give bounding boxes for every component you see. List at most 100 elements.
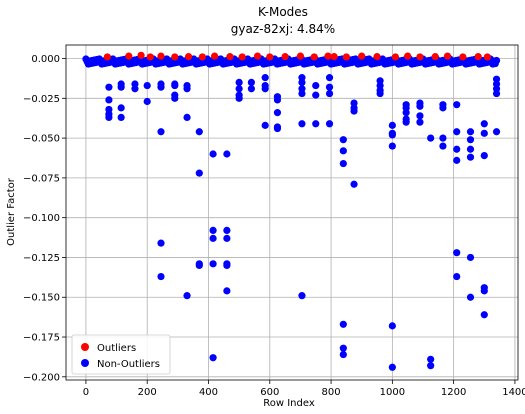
outlier-point [266, 53, 274, 61]
outlier-point [226, 53, 234, 61]
non-outlier-point [209, 354, 217, 362]
non-outlier-point [223, 226, 231, 235]
non-outlier-point [223, 287, 231, 295]
non-outlier-point [171, 81, 179, 90]
non-outlier-point [157, 128, 165, 136]
x-tick-label: 1200 [441, 387, 466, 398]
non-outlier-point [223, 261, 231, 270]
outlier-point [373, 53, 381, 61]
non-outlier-point [388, 121, 396, 129]
legend: Outliers Non-Outliers [71, 334, 171, 375]
y-tick-label: −0.150 [23, 293, 60, 304]
non-outlier-point [339, 320, 347, 328]
non-outlier-point [157, 272, 165, 281]
y-tick-label: 0.000 [31, 54, 60, 65]
non-outlier-point [235, 85, 243, 93]
non-outlier-point [439, 104, 447, 112]
non-outlier-point [209, 226, 217, 235]
y-tick-label: −0.200 [23, 372, 60, 383]
non-outlier-point [131, 85, 139, 93]
non-outlier-point [195, 128, 203, 136]
non-outlier-point [247, 78, 255, 86]
outlier-point [171, 53, 179, 61]
non-outlier-point [183, 292, 191, 300]
non-outlier-point [223, 234, 231, 242]
non-outlier-point [298, 292, 306, 300]
outlier-points [103, 51, 491, 61]
non-outlier-point [298, 120, 306, 128]
non-outlier-point [402, 109, 410, 117]
outlier-point [281, 53, 289, 61]
non-outlier-point [439, 142, 447, 150]
non-outlier-point [209, 150, 217, 158]
chart-subtitle: gyaz-82xj: 4.84% [231, 22, 335, 36]
non-outlier-point [261, 85, 269, 93]
outlier-point [416, 53, 424, 61]
non-outlier-point [492, 89, 501, 98]
x-tick-label: 1400 [502, 387, 525, 398]
legend-outliers-label: Outliers [97, 343, 136, 354]
chart-title: K-Modes [258, 5, 308, 19]
non-outlier-point [157, 239, 165, 247]
plot-frame [65, 44, 519, 381]
non-outlier-point [157, 83, 165, 91]
non-outlier-point [105, 113, 113, 122]
non-outlier-point [480, 129, 488, 137]
outlier-point [310, 53, 318, 61]
non-outlier-point [480, 120, 488, 128]
non-outlier-point [350, 180, 358, 188]
non-outlier-point [388, 131, 396, 139]
non-outlier-point [235, 78, 243, 86]
non-outlier-point [143, 97, 151, 106]
non-outlier-point [453, 128, 461, 136]
outlier-point [324, 52, 332, 60]
non-outlier-point [325, 83, 334, 91]
non-outlier-point [105, 83, 113, 91]
non-outlier-point [388, 322, 396, 330]
non-outlier-point [325, 74, 334, 82]
non-outlier-point [298, 78, 306, 86]
non-outlier-points [105, 74, 501, 371]
non-outlier-point [466, 293, 475, 301]
non-outlier-point [339, 350, 347, 359]
non-outlier-point [339, 136, 347, 144]
non-outlier-point [117, 113, 125, 122]
non-outlier-point [453, 249, 461, 257]
non-outlier-point [339, 147, 347, 155]
non-outlier-point [453, 145, 461, 153]
x-tick-label: 800 [322, 387, 341, 398]
non-outlier-point [325, 120, 334, 128]
non-outlier-point [427, 355, 435, 363]
outlier-point [459, 53, 467, 61]
outlier-point [211, 52, 219, 60]
non-outlier-point [492, 128, 501, 136]
outlier-point [483, 53, 491, 61]
non-outlier-point [453, 156, 461, 164]
non-outlier-point [388, 363, 396, 371]
non-outlier-point [312, 91, 320, 99]
non-outlier-point [312, 81, 320, 90]
non-outlier-point [466, 153, 475, 161]
non-outlier-point [273, 109, 282, 117]
non-outlier-point [480, 287, 488, 295]
x-axis: 0 200 400 600 800 1000 1200 1400 [83, 380, 525, 398]
outlier-point [253, 52, 262, 60]
non-outlier-point [183, 113, 191, 122]
non-outlier-point [416, 102, 424, 110]
non-outlier-point [439, 134, 447, 142]
non-outlier-point [261, 74, 269, 82]
legend-box [71, 334, 171, 375]
outlier-point [198, 53, 206, 61]
non-outlier-point [223, 150, 231, 158]
y-tick-label: −0.175 [23, 333, 60, 344]
non-outlier-point [350, 107, 358, 115]
non-outlier-point [453, 272, 461, 281]
non-outlier-point [339, 344, 347, 352]
non-outlier-point [171, 94, 179, 102]
non-outlier-point [480, 311, 488, 319]
x-axis-label: Row Index [263, 398, 315, 409]
y-axis-label: Outlier Factor [6, 177, 17, 246]
non-outlier-point [247, 85, 255, 93]
outlier-point [443, 52, 452, 60]
